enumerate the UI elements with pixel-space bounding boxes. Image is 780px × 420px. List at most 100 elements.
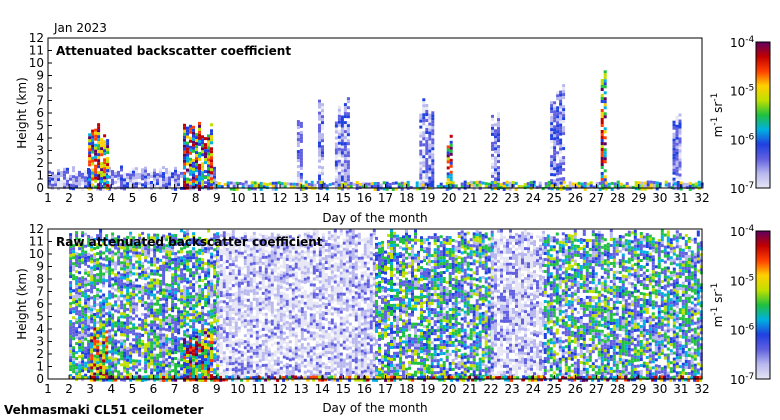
- colorbar-bottom: 10-4 10-5 10-6 10-7 m-1 sr-1: [710, 224, 771, 387]
- y-tick-label: 11: [29, 44, 44, 58]
- panel-title: Raw attenuated backscatter coefficient: [56, 235, 323, 249]
- x-tick-label: 24: [526, 382, 541, 396]
- x-tick-label: 16: [357, 382, 372, 396]
- x-tick-label: 26: [568, 191, 583, 205]
- x-tick-label: 25: [547, 382, 562, 396]
- x-tick-label: 20: [441, 382, 456, 396]
- x-tick-label: 32: [694, 382, 709, 396]
- x-tick-label: 1: [44, 191, 52, 205]
- y-tick-label: 5: [36, 310, 44, 324]
- x-tick-label: 25: [547, 191, 562, 205]
- y-tick-label: 11: [29, 235, 44, 249]
- x-axis-label: Day of the month: [322, 401, 427, 415]
- heatmap-feature: [296, 120, 303, 191]
- x-tick-label: 22: [483, 382, 498, 396]
- y-tick-label: 12: [29, 31, 44, 45]
- x-tick-label: 16: [357, 191, 372, 205]
- x-tick-label: 12: [272, 191, 287, 205]
- x-tick-label: 13: [294, 191, 309, 205]
- x-tick-label: 23: [504, 191, 519, 205]
- y-tick-label: 10: [29, 56, 44, 70]
- y-axis-label: Height (km): [15, 77, 29, 148]
- colorbar-gradient: [755, 230, 771, 380]
- y-axis-label: Height (km): [15, 268, 29, 339]
- x-tick-label: 7: [171, 191, 179, 205]
- heatmap-feature: [334, 97, 350, 191]
- x-tick-label: 28: [610, 191, 625, 205]
- y-tick-label: 7: [36, 94, 44, 108]
- x-tick-label: 30: [652, 191, 667, 205]
- x-tick-label: 8: [192, 191, 200, 205]
- heatmap-feature: [427, 230, 494, 382]
- x-tick-label: 4: [107, 191, 115, 205]
- x-tick-label: 9: [213, 382, 221, 396]
- x-tick-label: 22: [483, 191, 498, 205]
- colorbar-tick-label: 10-5: [730, 84, 754, 99]
- x-tick-label: 6: [150, 382, 158, 396]
- colorbar-tick-label: 10-5: [730, 273, 754, 288]
- x-tick-label: 20: [441, 191, 456, 205]
- heatmap-feature: [214, 180, 704, 191]
- x-tick-label: 13: [294, 382, 309, 396]
- y-tick-label: 7: [36, 285, 44, 299]
- x-tick-label: 7: [171, 382, 179, 396]
- panel-raw-attenuated-backscatter: 1 2 3 4 5 6 7 8 9 10 11 12 13 14 15 16 17 18 19 20 21 22 23 24 2…: [15, 222, 710, 415]
- x-tick-label: 14: [315, 382, 330, 396]
- x-tick-label: 18: [399, 191, 414, 205]
- x-tick-label: 14: [315, 191, 330, 205]
- y-tick-label: 1: [36, 360, 44, 374]
- x-tick-label: 21: [462, 382, 477, 396]
- x-tick-label: 26: [568, 382, 583, 396]
- instrument-label: Vehmasmaki CL51 ceilometer: [4, 403, 204, 417]
- colorbar-tick-label: 10-6: [730, 132, 755, 147]
- colorbar-unit-label: m-1 sr-1: [710, 93, 725, 138]
- heatmap-feature: [491, 229, 545, 382]
- x-axis-ticks: 1 2 3 4 5 6 7 8 9 10 11 12 13 14 15 16 17 18 19 20 21 22 23 24 2…: [44, 184, 710, 205]
- colorbar-gradient: [755, 41, 771, 189]
- x-tick-label: 17: [378, 382, 393, 396]
- y-tick-label: 3: [36, 335, 44, 349]
- heatmap-layer: [48, 70, 704, 191]
- x-axis-ticks: 1 2 3 4 5 6 7 8 9 10 11 12 13 14 15 16 17 18 19 20 21 22 23 24 2…: [44, 375, 710, 396]
- y-tick-label: 8: [36, 81, 44, 95]
- y-tick-label: 9: [36, 69, 44, 83]
- x-tick-label: 15: [336, 191, 351, 205]
- x-tick-label: 11: [251, 382, 266, 396]
- y-tick-label: 6: [36, 106, 44, 120]
- heatmap-feature: [600, 70, 607, 190]
- x-tick-label: 4: [107, 382, 115, 396]
- heatmap-feature: [183, 121, 213, 191]
- colorbar-tick-label: 10-7: [730, 181, 754, 196]
- x-tick-label: 19: [420, 382, 435, 396]
- x-tick-label: 2: [65, 191, 73, 205]
- panel-title: Attenuated backscatter coefficient: [56, 44, 291, 58]
- heatmap-feature: [69, 375, 703, 382]
- y-tick-label: 0: [36, 181, 44, 195]
- x-tick-label: 30: [652, 382, 667, 396]
- colorbar-tick-label: 10-7: [730, 372, 754, 387]
- plot-background: [48, 38, 702, 188]
- x-tick-label: 10: [230, 382, 245, 396]
- y-tick-label: 10: [29, 247, 44, 261]
- month-label: Jan 2023: [53, 21, 107, 35]
- x-tick-label: 10: [230, 191, 245, 205]
- x-tick-label: 24: [526, 191, 541, 205]
- heatmap-feature: [216, 229, 376, 382]
- x-tick-label: 2: [65, 382, 73, 396]
- y-tick-label: 2: [36, 347, 44, 361]
- colorbar-top: 10-4 10-5 10-6 10-7 m-1 sr-1: [710, 35, 771, 196]
- x-axis-label: Day of the month: [322, 211, 427, 225]
- heatmap-feature: [543, 229, 703, 382]
- y-tick-label: 6: [36, 297, 44, 311]
- x-tick-label: 21: [462, 191, 477, 205]
- x-tick-label: 19: [420, 191, 435, 205]
- heatmap-layer: [69, 229, 703, 382]
- y-tick-label: 9: [36, 260, 44, 274]
- heatmap-feature: [375, 229, 429, 381]
- x-tick-label: 31: [673, 191, 688, 205]
- x-tick-label: 8: [192, 382, 200, 396]
- x-tick-label: 29: [631, 382, 646, 396]
- y-tick-label: 2: [36, 156, 44, 170]
